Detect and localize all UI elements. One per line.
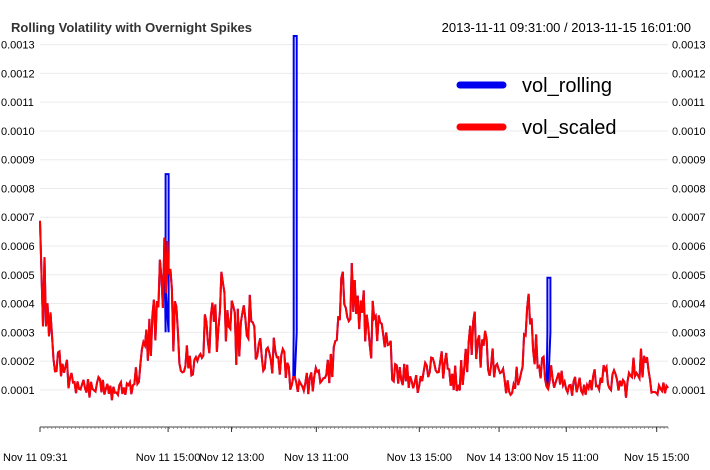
x-tick-label: Nov 15 11:00 [534,452,599,464]
chart-title: Rolling Volatility with Overnight Spikes [11,20,252,35]
y-tick-label-right: 0.0003 [672,327,706,339]
y-tick-label-right: 0.0009 [672,155,706,167]
y-tick-label-left: 0.0001 [1,385,35,397]
x-tick-label: Nov 13 15:00 [387,452,452,464]
y-tick-label-left: 0.0007 [1,212,35,224]
y-tick-label-left: 0.0002 [1,356,35,368]
y-tick-label-right: 0.0002 [672,356,706,368]
y-tick-label-left: 0.0012 [1,68,35,80]
y-tick-label-left: 0.0009 [1,155,35,167]
y-tick-label-right: 0.0013 [672,40,706,52]
chart-date-range: 2013-11-11 09:31:00 / 2013-11-15 16:01:0… [442,20,691,35]
x-tick-label: Nov 14 13:00 [466,452,531,464]
y-tick-label-left: 0.0013 [1,40,35,52]
y-tick-label-left: 0.0010 [1,126,35,138]
y-tick-label-left: 0.0004 [1,299,35,311]
y-tick-label-right: 0.0011 [672,97,705,109]
y-tick-label-left: 0.0008 [1,183,35,195]
y-tick-label-right: 0.0012 [672,68,706,80]
y-tick-label-right: 0.0007 [672,212,706,224]
grid [40,44,668,391]
x-tick-label: Nov 13 11:00 [284,452,349,464]
y-tick-label-right: 0.0001 [672,385,706,397]
series-group [39,35,669,401]
y-tick-label-left: 0.0005 [1,270,35,282]
x-tick-label: Nov 15 15:00 [624,452,689,464]
x-tick-label: Nov 11 15:00 [136,452,201,464]
y-tick-label-right: 0.0010 [672,126,706,138]
legend: vol_rolling vol_scaled [456,75,617,139]
x-tick-label: Nov 12 13:00 [199,452,264,464]
x-tick-label: Nov 11 09:31 [3,452,68,464]
y-tick-label-left: 0.0011 [1,97,34,109]
y-tick-label-right: 0.0004 [672,299,706,311]
y-tick-label-left: 0.0003 [1,327,35,339]
legend-label: vol_scaled [522,117,617,139]
legend-label: vol_rolling [522,75,612,97]
y-tick-label-right: 0.0006 [672,241,706,253]
y-tick-label-right: 0.0005 [672,270,706,282]
series-line-vol-scaled [39,220,669,401]
y-axis-right: 0.0001 0.0002 0.0003 0.0004 0.0005 0.0006 0.00… [672,40,706,397]
y-tick-label-right: 0.0008 [672,183,706,195]
y-tick-label-left: 0.0006 [1,241,35,253]
y-axis-left: 0.0001 0.0002 0.0003 0.0004 0.0005 0.0006 0.00… [1,40,35,397]
